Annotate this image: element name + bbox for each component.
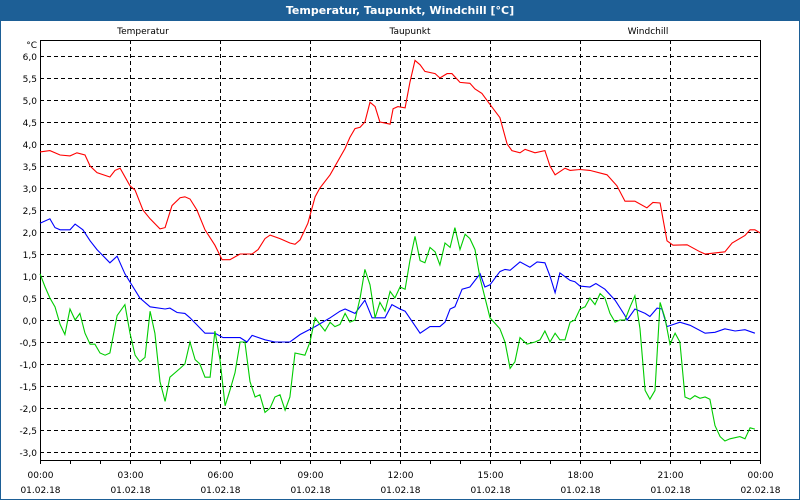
series-lines [39, 59, 761, 442]
y-tick-label: 5,0 [23, 97, 38, 107]
x-tick-date: 01.02.18 [110, 486, 150, 496]
x-tick-date: 01.02.18 [470, 486, 510, 496]
legend-item-temperatur: Temperatur [116, 27, 169, 37]
y-tick-label: -0,5 [19, 339, 37, 349]
y-tick-label: 3,5 [23, 163, 37, 173]
x-tick-time: 06:00 [208, 471, 234, 481]
x-tick-time: 18:00 [568, 471, 594, 481]
x-tick-date: 01.02.18 [200, 486, 240, 496]
y-tick-label: 4,5 [23, 119, 37, 129]
y-tick-label: 1,5 [23, 251, 37, 261]
plot-frame [40, 40, 761, 461]
y-tick-label: -1,5 [19, 383, 37, 393]
x-tick-time: 15:00 [478, 471, 504, 481]
x-tick-date: 01.02.18 [380, 486, 420, 496]
y-tick-label: 4,0 [23, 141, 38, 151]
x-tick-time: 03:00 [118, 471, 144, 481]
x-tick-date: 01.02.18 [650, 486, 690, 496]
y-tick-label: 0,5 [23, 295, 37, 305]
y-axis-unit: °C [26, 41, 37, 51]
y-tick-label: 5,5 [23, 75, 37, 85]
series-line-taupunkt [39, 218, 756, 343]
x-tick-date: 01.02.18 [560, 486, 600, 496]
window-title: Temperatur, Taupunkt, Windchill [°C] [1, 1, 799, 21]
x-tick-time: 21:00 [658, 471, 684, 481]
x-tick-date: 01.02.18 [290, 486, 330, 496]
y-tick-label: 3,0 [23, 185, 38, 195]
x-tick-date: 01.02.18 [20, 486, 60, 496]
legend-item-windchill: Windchill [628, 27, 669, 37]
legend: Temperatur Taupunkt Windchill [116, 27, 668, 37]
x-tick-time: 00:00 [748, 471, 774, 481]
grid [40, 40, 760, 460]
y-tick-label: 0,0 [23, 317, 38, 327]
axes: 6,0 5,5 5,0 4,5 4,0 3,5 3,0 2,5 2,0 1,5 1,0 0,5 0,0 -… [19, 40, 781, 496]
series-line-temperatur [39, 59, 761, 261]
x-tick-time: 12:00 [388, 471, 414, 481]
x-tick-time: 00:00 [28, 471, 54, 481]
x-tick-date: 02.02.18 [740, 486, 780, 496]
legend-item-taupunkt: Taupunkt [388, 27, 431, 37]
y-tick-label: 6,0 [23, 53, 38, 63]
y-tick-label: 2,5 [23, 207, 37, 217]
y-tick-label: -3,0 [19, 449, 37, 459]
y-tick-label: -1,0 [19, 361, 37, 371]
y-tick-label: -2,0 [19, 405, 37, 415]
series-line-windchill [39, 227, 756, 442]
y-tick-label: 1,0 [23, 273, 38, 283]
y-tick-label: -2,5 [19, 427, 37, 437]
x-tick-time: 09:00 [298, 471, 324, 481]
y-tick-label: 2,0 [23, 229, 38, 239]
